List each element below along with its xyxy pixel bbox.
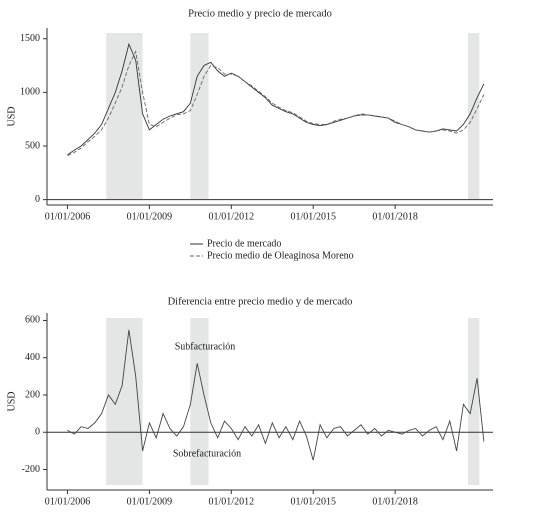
x-tick-label: 01/01/2006: [45, 496, 91, 507]
chart-title: Diferencia entre precio medio y de merca…: [168, 296, 353, 307]
series-line: [67, 329, 485, 461]
legend-label: Precio de mercado: [207, 238, 281, 249]
shaded-period: [106, 318, 143, 485]
legend-label: Precio medio de Oleaginosa Moreno: [207, 250, 354, 261]
y-axis-label: USD: [6, 391, 17, 411]
y-tick-label: 1500: [20, 33, 40, 44]
shaded-period: [467, 33, 480, 200]
chart-title: Precio medio y precio de mercado: [188, 8, 332, 19]
y-axis-label: USD: [6, 106, 17, 126]
shaded-period: [190, 318, 209, 485]
x-tick-label: 01/01/2009: [127, 211, 173, 222]
y-tick-label: 1000: [20, 87, 40, 98]
x-tick-label: 01/01/2006: [45, 211, 91, 222]
x-tick-label: 01/01/2012: [209, 211, 255, 222]
x-tick-label: 01/01/2012: [209, 496, 255, 507]
y-tick-label: 400: [25, 352, 40, 363]
x-tick-label: 01/01/2009: [127, 496, 173, 507]
shaded-period: [190, 33, 209, 200]
y-tick-label: -200: [22, 464, 40, 475]
y-tick-label: 200: [25, 389, 40, 400]
y-tick-label: 600: [25, 315, 40, 326]
x-tick-label: 01/01/2015: [290, 496, 336, 507]
x-tick-label: 01/01/2015: [290, 211, 336, 222]
shaded-period: [467, 318, 480, 485]
y-tick-label: 0: [35, 427, 40, 438]
series-line: [67, 50, 485, 157]
annotation: Sobrefacturación: [173, 448, 241, 459]
annotation: Subfacturación: [175, 341, 236, 352]
y-tick-label: 0: [35, 194, 40, 205]
y-tick-label: 500: [25, 140, 40, 151]
x-tick-label: 01/01/2018: [372, 211, 418, 222]
x-tick-label: 01/01/2018: [372, 496, 418, 507]
